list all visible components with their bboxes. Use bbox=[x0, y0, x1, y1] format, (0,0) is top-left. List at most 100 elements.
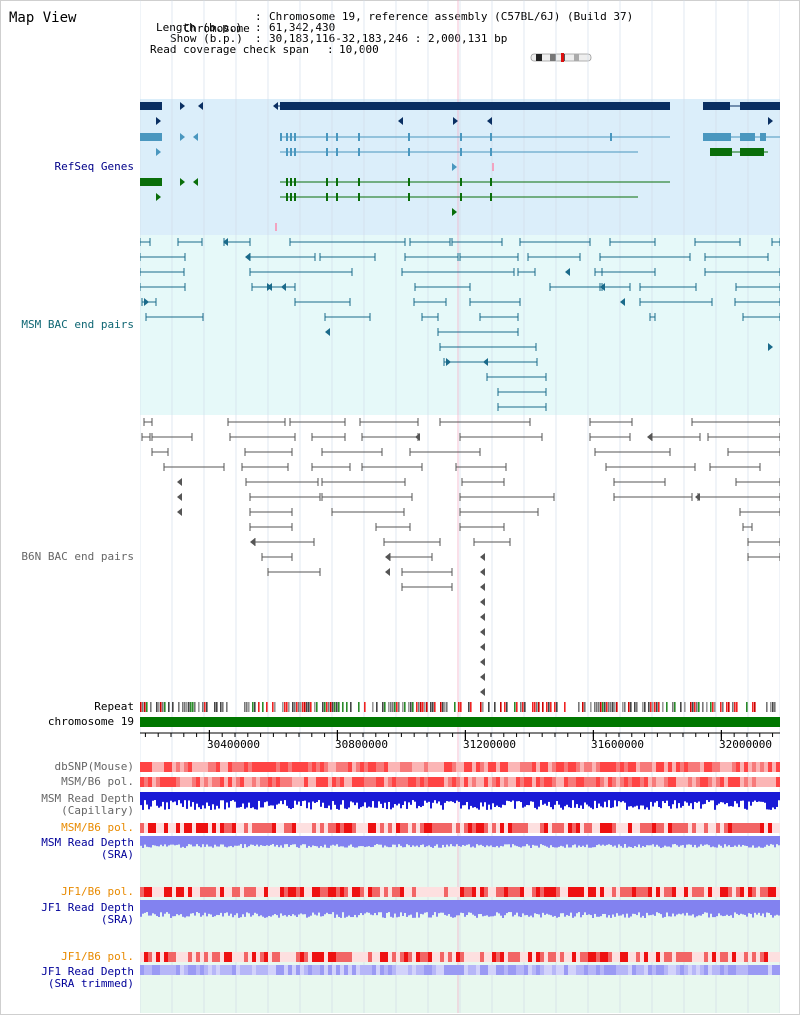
label-refseq-genes[interactable]: RefSeq Genes bbox=[54, 160, 134, 173]
dbsnp-strip bbox=[496, 762, 500, 772]
dbsnp-strip bbox=[144, 762, 148, 772]
msm-sra-bar bbox=[622, 836, 624, 848]
jf1-sra-bar bbox=[506, 900, 508, 914]
chromosome-bar[interactable] bbox=[140, 717, 780, 727]
msm-b6-pol-sra-strip bbox=[340, 823, 344, 833]
msm-sra-bar bbox=[568, 836, 570, 848]
msm-depth-bar bbox=[438, 792, 440, 802]
b6n-bac-arrow bbox=[480, 553, 485, 561]
msm-depth-bar bbox=[628, 792, 630, 807]
msm-b6-pol-strip bbox=[688, 777, 692, 787]
msm-sra-bar bbox=[272, 836, 274, 845]
msm-b6-pol-sra-strip bbox=[200, 823, 204, 833]
jf1-sra-bar bbox=[300, 900, 302, 914]
label-msm-read-depth-capillary[interactable]: MSM Read Depth (Capillary) bbox=[41, 793, 134, 817]
length-key: Length (b.p.) bbox=[156, 21, 243, 34]
jf1-sra-bar bbox=[298, 900, 300, 915]
jf1-pol-strip bbox=[528, 887, 532, 897]
msm-b6-pol-sra-strip bbox=[220, 823, 224, 833]
label-b6n-bac[interactable]: B6N BAC end pairs bbox=[21, 550, 134, 563]
msm-b6-pol-sra-strip bbox=[232, 823, 236, 833]
label-jf1-read-depth-sra[interactable]: JF1 Read Depth (SRA) bbox=[41, 902, 134, 926]
jf1-sra-bar bbox=[608, 900, 610, 916]
msm-depth-bar bbox=[770, 792, 772, 810]
label-jf1-b6-pol[interactable]: JF1/B6 pol. bbox=[61, 885, 134, 898]
jf1-pol-strip bbox=[148, 887, 152, 897]
gene-row5b-exon bbox=[326, 178, 328, 186]
label-msm-b6-pol-sra[interactable]: MSM/B6 pol. bbox=[61, 821, 134, 834]
jf1-pol-strip bbox=[708, 887, 712, 897]
msm-sra-bar bbox=[196, 836, 198, 845]
label-repeat[interactable]: Repeat bbox=[94, 700, 134, 713]
msm-b6-pol-strip bbox=[480, 777, 484, 787]
msm-b6-pol-sra-strip bbox=[348, 823, 352, 833]
repeat-block bbox=[284, 702, 286, 712]
jf1-pol-2-strip bbox=[672, 952, 676, 962]
repeat-block bbox=[190, 702, 192, 712]
msm-b6-pol-strip bbox=[700, 777, 704, 787]
coverage-tracks[interactable] bbox=[140, 762, 780, 975]
msm-depth-bar bbox=[730, 792, 732, 807]
jf1-sra-bar bbox=[168, 900, 170, 914]
jf1-pol-strip bbox=[592, 887, 596, 897]
jf1-pol-2-strip bbox=[376, 952, 380, 962]
jf1-pol-strip bbox=[452, 887, 456, 897]
jf1-pol-2-strip bbox=[552, 952, 556, 962]
jf1-sra-bar bbox=[224, 900, 226, 914]
msm-depth-bar bbox=[176, 792, 178, 806]
msm-b6-pol-sra-strip bbox=[208, 823, 212, 833]
jf1-pol-strip bbox=[444, 887, 448, 897]
label-msm-bac[interactable]: MSM BAC end pairs bbox=[21, 318, 134, 331]
jf1-sra-bar bbox=[164, 900, 166, 914]
jf1-trim-strip bbox=[208, 965, 212, 975]
msm-b6-pol-strip bbox=[352, 777, 356, 787]
dbsnp-strip bbox=[364, 762, 368, 772]
msm-sra-bar bbox=[494, 836, 496, 848]
msm-depth-bar bbox=[372, 792, 374, 802]
jf1-trim-strip bbox=[520, 965, 524, 975]
label-msm-b6-pol[interactable]: MSM/B6 pol. bbox=[61, 775, 134, 788]
label-jf1-b6-pol-2[interactable]: JF1/B6 pol. bbox=[61, 950, 134, 963]
msm-b6-pol-sra-strip bbox=[332, 823, 336, 833]
msm-sra-bar bbox=[762, 836, 764, 848]
msm-b6-pol-strip bbox=[300, 777, 304, 787]
label-dbsnp[interactable]: dbSNP(Mouse) bbox=[54, 760, 134, 773]
msm-b6-pol-sra-strip bbox=[776, 823, 780, 833]
dbsnp-strip bbox=[644, 762, 648, 772]
jf1-pol-2-strip bbox=[676, 952, 680, 962]
msm-sra-bar bbox=[562, 836, 564, 847]
chromosome-ideogram[interactable] bbox=[530, 53, 592, 62]
msm-depth-bar bbox=[672, 792, 674, 805]
genome-panel[interactable] bbox=[140, 0, 780, 1013]
msm-depth-bar bbox=[640, 792, 642, 806]
b6n-bac-track[interactable] bbox=[141, 418, 780, 696]
jf1-pol-strip bbox=[720, 887, 724, 897]
msm-depth-bar bbox=[386, 792, 388, 810]
msm-depth-bar bbox=[638, 792, 640, 810]
jf1-pol-strip bbox=[144, 887, 148, 897]
jf1-pol-strip bbox=[372, 887, 376, 897]
msm-b6-pol-strip bbox=[320, 777, 324, 787]
jf1-pol-2-strip bbox=[684, 952, 688, 962]
repeat-block bbox=[150, 702, 152, 712]
msm-b6-pol-strip bbox=[584, 777, 588, 787]
msm-depth-bar bbox=[564, 792, 566, 807]
msm-b6-pol-strip bbox=[160, 777, 164, 787]
jf1-trim-strip bbox=[456, 965, 460, 975]
label-msm-read-depth-sra[interactable]: MSM Read Depth (SRA) bbox=[41, 837, 134, 861]
jf1-trim-strip bbox=[556, 965, 560, 975]
msm-sra-bar bbox=[736, 836, 738, 847]
repeat-block bbox=[594, 702, 596, 712]
msm-sra-bar bbox=[626, 836, 628, 848]
dbsnp-strip bbox=[436, 762, 440, 772]
label-jf1-read-depth-trimmed[interactable]: JF1 Read Depth (SRA trimmed) bbox=[41, 966, 134, 990]
msm-sra-bar bbox=[578, 836, 580, 846]
msm-bac-track[interactable] bbox=[140, 238, 780, 411]
jf1-trim-strip bbox=[420, 965, 424, 975]
msm-bac-arrow bbox=[325, 328, 330, 336]
repeat-block bbox=[732, 702, 734, 712]
repeat-track[interactable] bbox=[140, 702, 776, 712]
refseq-track[interactable] bbox=[140, 102, 780, 231]
jf1-trim-strip bbox=[320, 965, 324, 975]
jf1-sra-bar bbox=[262, 900, 264, 917]
